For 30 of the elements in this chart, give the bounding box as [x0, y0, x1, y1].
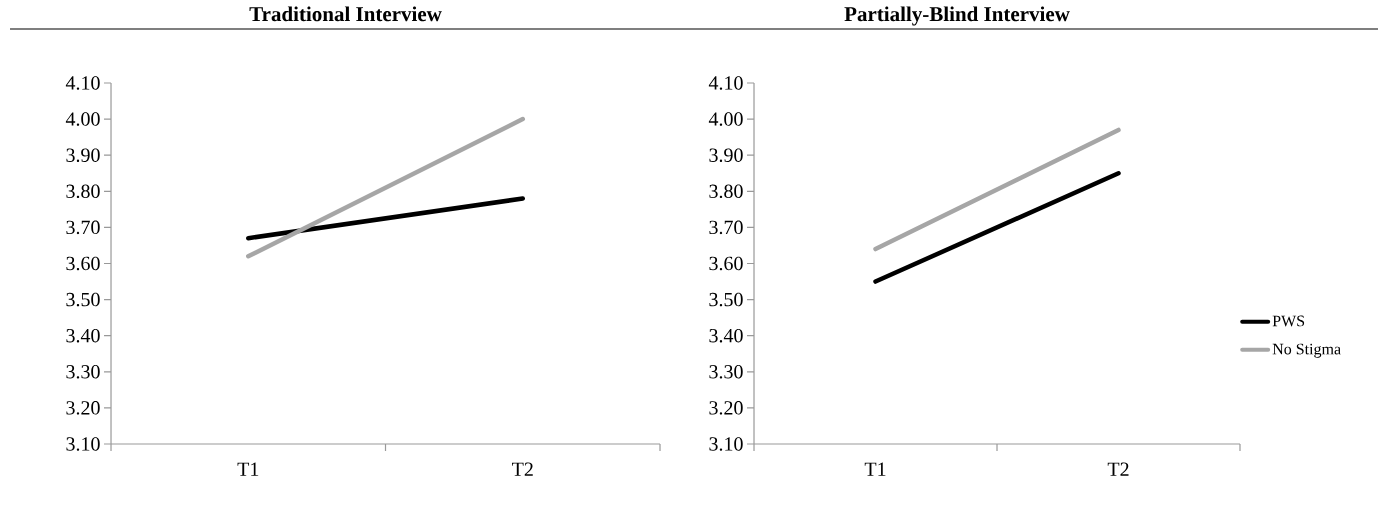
y-tick-label: 3.90: [66, 148, 100, 162]
y-tick-label: 3.80: [66, 184, 100, 199]
y-tick-label: 3.60: [709, 256, 743, 271]
chart-title: Partially-Blind Interview: [844, 6, 1070, 26]
legend-label: PWS: [1272, 315, 1305, 327]
y-tick-label: 3.30: [709, 365, 743, 379]
y-tick-label: 3.30: [66, 365, 100, 379]
y-tick-label: 3.20: [66, 401, 100, 415]
y-tick-label: 3.40: [709, 328, 743, 343]
y-tick-label: 4.00: [708, 112, 743, 126]
y-tick-label: 3.90: [709, 148, 743, 162]
x-tick-label: T2: [512, 462, 533, 476]
y-tick-label: 3.10: [709, 437, 743, 451]
y-tick-label: 3.40: [66, 328, 100, 343]
y-tick-label: 3.70: [66, 220, 100, 235]
legend-label: No Stigma: [1272, 343, 1341, 358]
y-tick-label: 4.00: [65, 112, 100, 126]
x-tick-label: T1: [864, 462, 886, 476]
y-tick-label: 3.60: [66, 256, 100, 271]
y-tick-label: 3.50: [709, 292, 743, 307]
y-tick-label: 4.10: [708, 76, 743, 90]
y-tick-label: 4.10: [65, 76, 100, 90]
x-tick-label: T2: [1107, 462, 1129, 476]
y-tick-label: 3.50: [66, 292, 100, 307]
chart-title: Traditional Interview: [249, 6, 442, 22]
y-tick-label: 3.80: [709, 184, 743, 199]
y-tick-label: 3.20: [709, 401, 743, 415]
y-tick-label: 3.70: [709, 220, 743, 235]
x-tick-label: T1: [237, 462, 259, 476]
y-tick-label: 3.10: [66, 437, 100, 451]
